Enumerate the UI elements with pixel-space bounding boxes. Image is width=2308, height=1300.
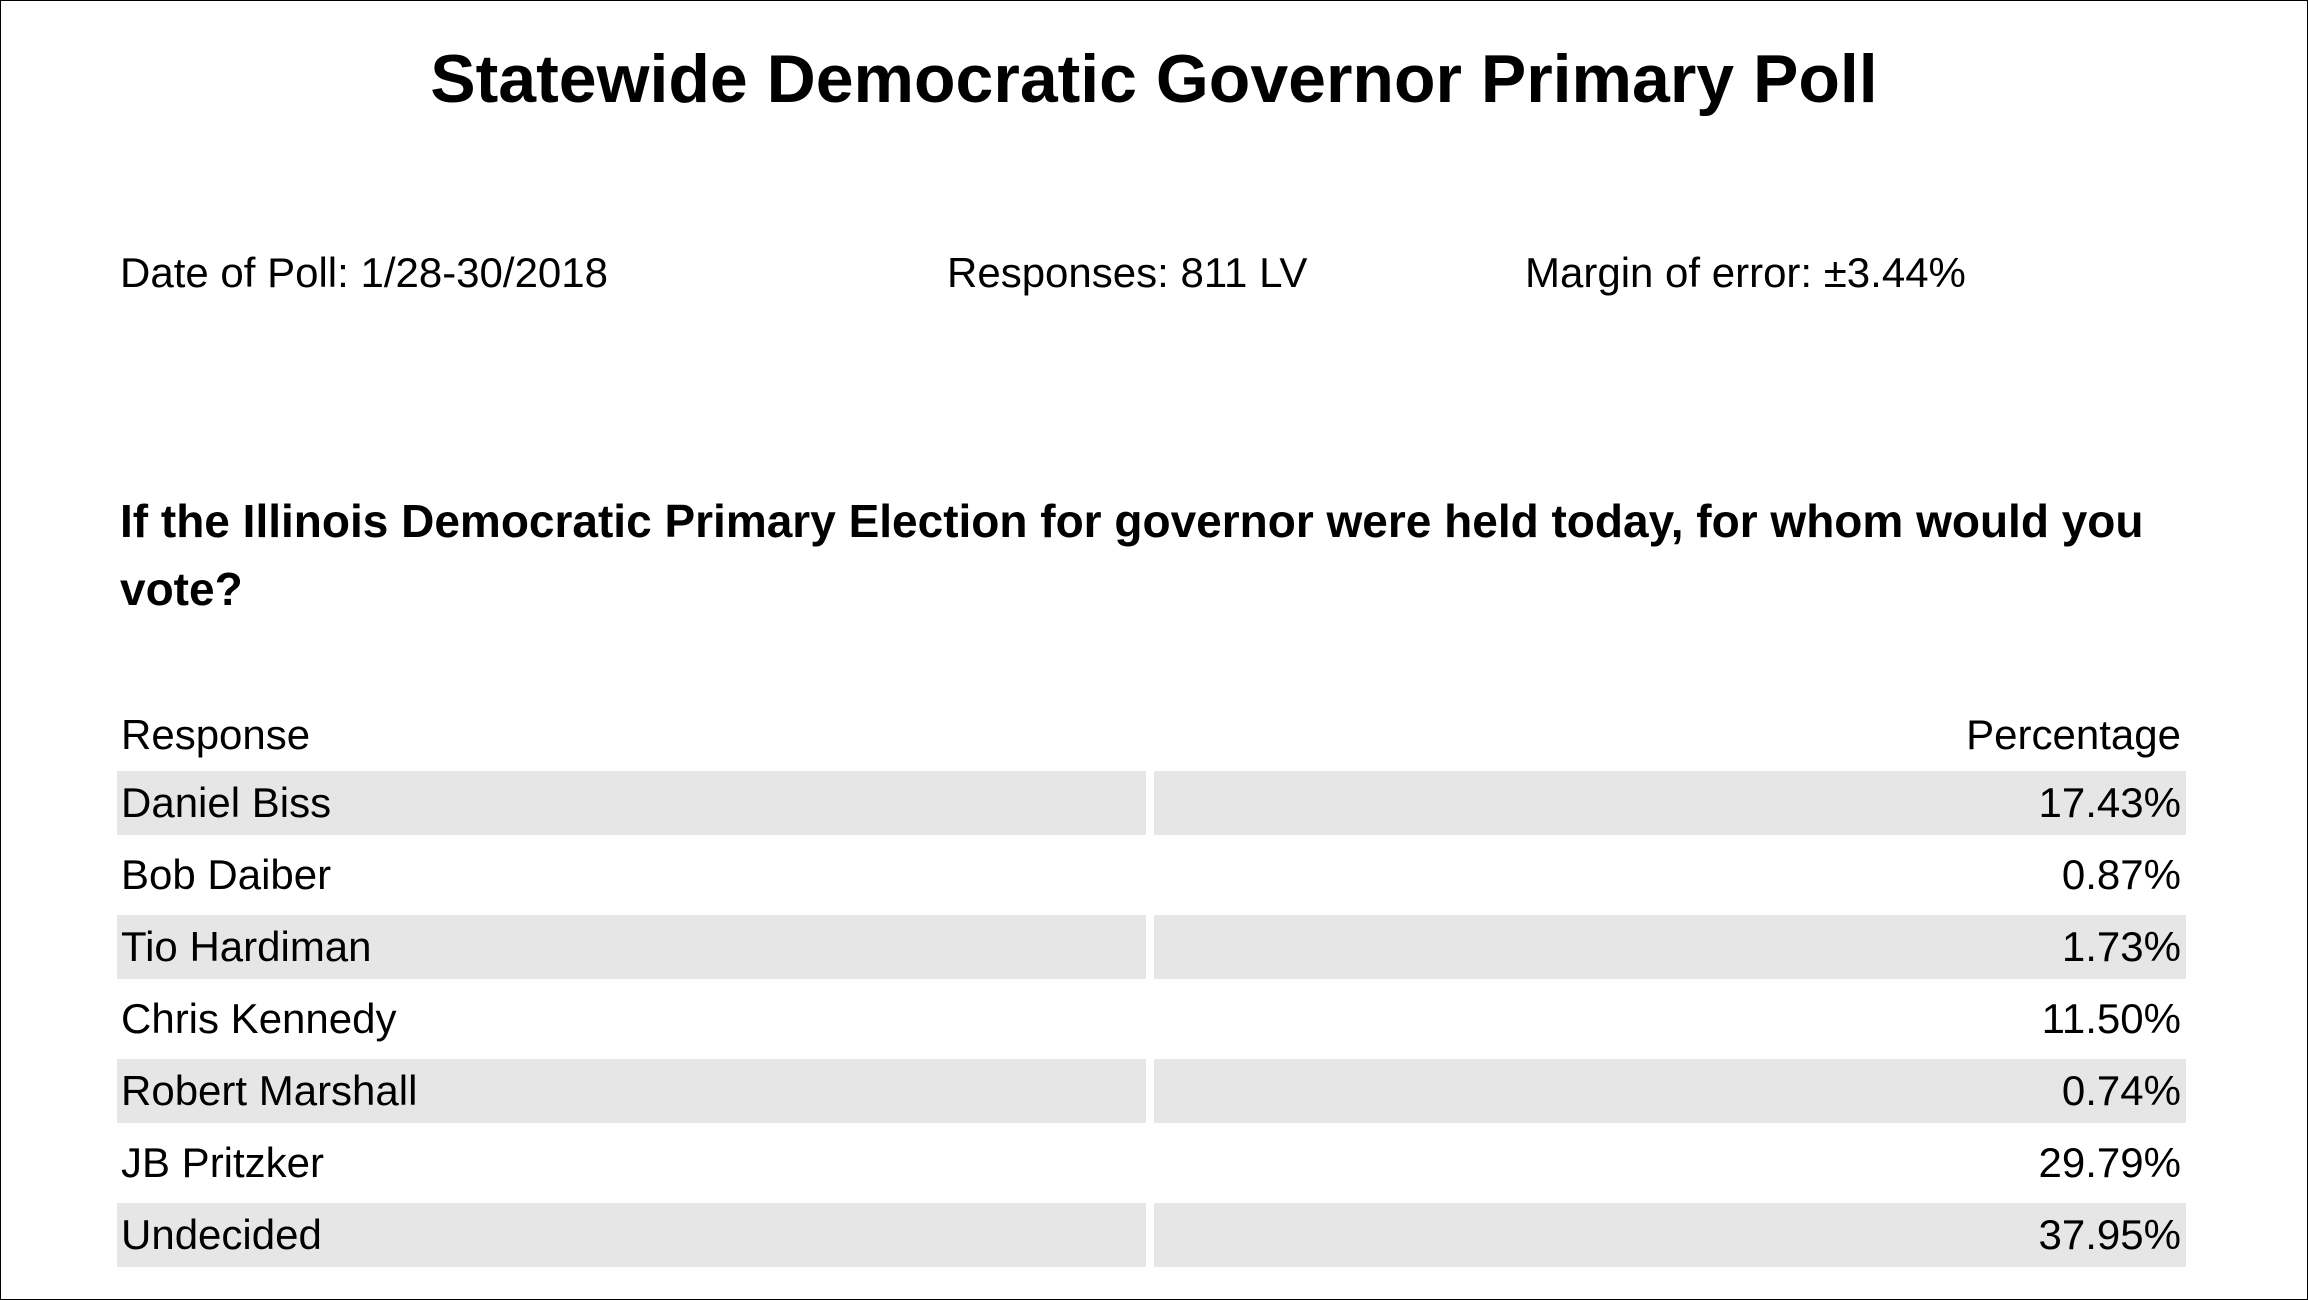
response-cell: JB Pritzker (121, 1139, 325, 1186)
percentage-cell: 11.50% (2041, 995, 2181, 1042)
table-row: Daniel Biss 17.43% (117, 767, 2186, 839)
poll-date: Date of Poll: 1/28-30/2018 (120, 249, 609, 296)
percentage-cell: 29.79% (2038, 1139, 2181, 1186)
table-row: JB Pritzker 29.79% (117, 1127, 2186, 1199)
column-header-percentage: Percentage (1966, 711, 2181, 758)
response-cell: Bob Daiber (121, 851, 332, 898)
percentage-cell: 1.73% (1154, 915, 2186, 979)
table-header-row: Response Percentage (117, 703, 2186, 767)
poll-question: If the Illinois Democratic Primary Elect… (120, 495, 2144, 615)
percentage-cell: 0.74% (1154, 1059, 2186, 1123)
percentage-cell: 0.87% (2061, 851, 2181, 898)
table-row: Tio Hardiman 1.73% (117, 911, 2186, 983)
results-table: Response Percentage Daniel Biss 17.43% B… (117, 703, 2186, 1271)
page-title: Statewide Democratic Governor Primary Po… (430, 41, 1878, 117)
poll-margin-of-error: Margin of error: ±3.44% (1525, 249, 1966, 296)
response-cell: Tio Hardiman (117, 915, 1146, 979)
response-cell: Undecided (117, 1203, 1146, 1267)
percentage-cell: 37.95% (1154, 1203, 2186, 1267)
percentage-cell: 17.43% (1154, 771, 2186, 835)
table-row: Bob Daiber 0.87% (117, 839, 2186, 911)
response-cell: Daniel Biss (117, 771, 1146, 835)
column-header-response: Response (121, 711, 311, 758)
response-cell: Chris Kennedy (121, 995, 397, 1042)
table-row: Chris Kennedy 11.50% (117, 983, 2186, 1055)
poll-responses: Responses: 811 LV (947, 249, 1308, 296)
table-row: Undecided 37.95% (117, 1199, 2186, 1271)
table-row: Robert Marshall 0.74% (117, 1055, 2186, 1127)
response-cell: Robert Marshall (117, 1059, 1146, 1123)
